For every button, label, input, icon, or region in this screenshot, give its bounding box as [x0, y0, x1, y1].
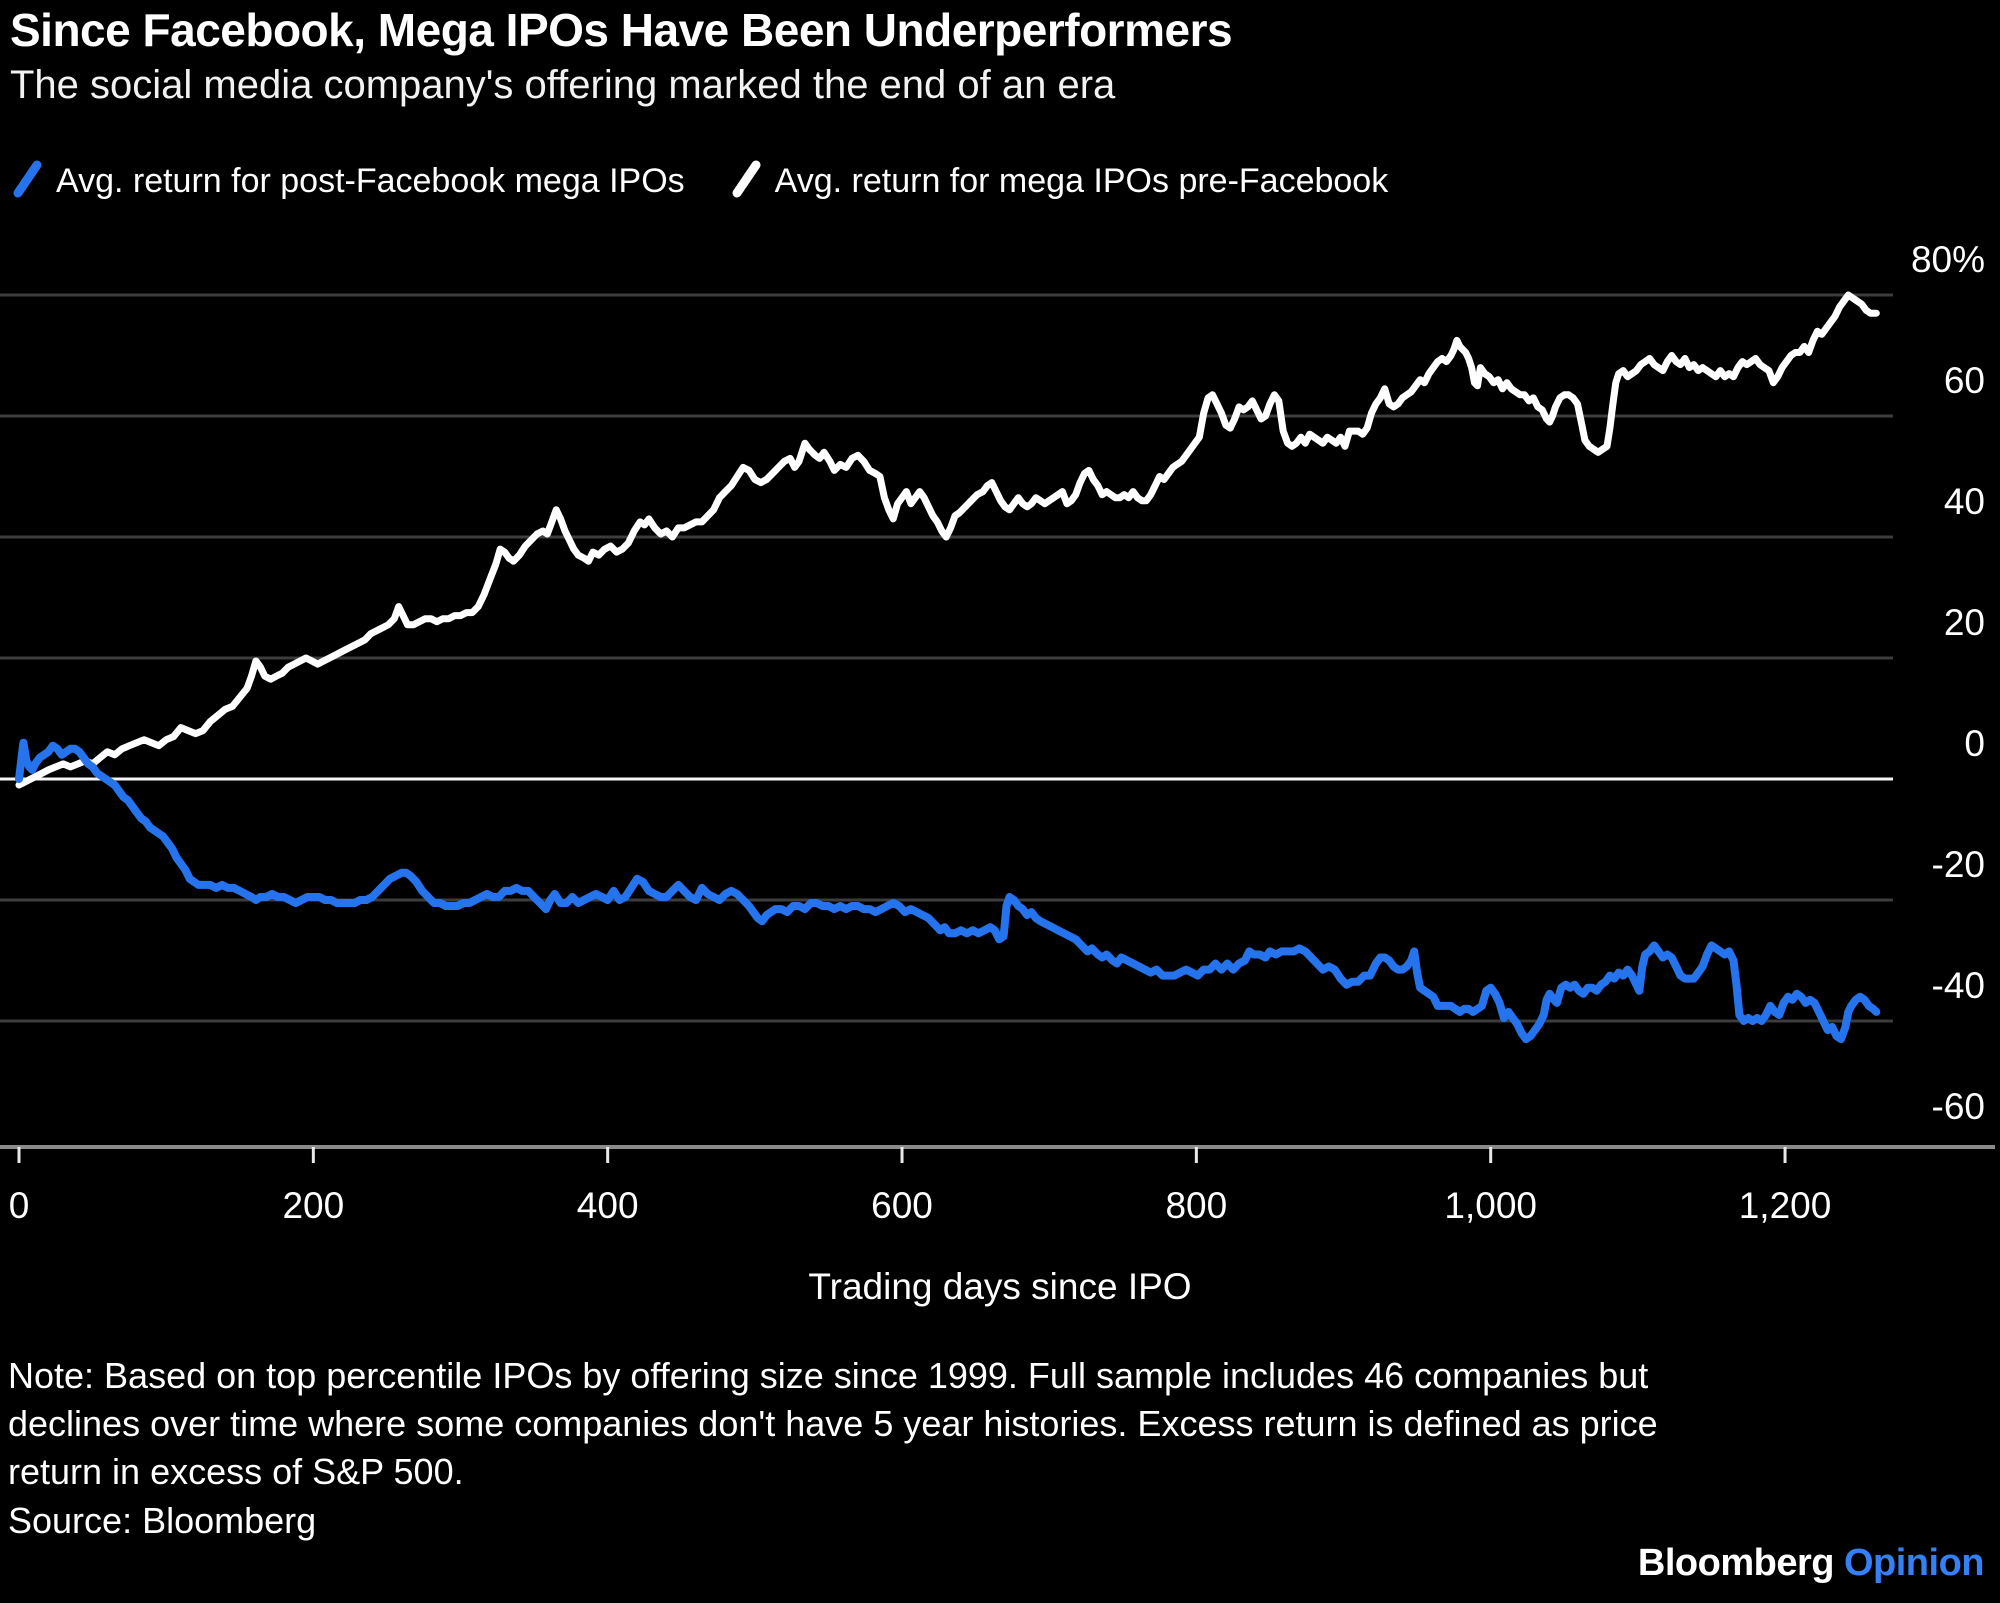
y-axis-tick-label: -40: [1931, 965, 1985, 1006]
legend-item-label: Avg. return for post-Facebook mega IPOs: [56, 162, 685, 200]
chart-area: 80% 60 40 20 0 -20 -40 -60 0 200 400 600 800 1,000 1,…: [0, 210, 2000, 1330]
x-axis-tick-label: 800: [1165, 1185, 1228, 1226]
series-line-post: [15, 738, 1881, 1044]
x-axis-tick-label: 1,000: [1444, 1185, 1537, 1226]
note-line: Note: Based on top percentile IPOs by of…: [8, 1355, 1649, 1396]
chart-plot-svg: [0, 291, 1995, 1163]
y-axis-tick-label: 40: [1943, 481, 1985, 522]
y-axis-tick-label: 60: [1943, 360, 1985, 401]
x-axis-title: Trading days since IPO: [808, 1266, 1192, 1307]
brand-logo: Bloomberg Opinion: [1637, 1542, 1985, 1585]
legend: Avg. return for post-Facebook mega IPOs …: [12, 160, 1388, 203]
source-line: Source: Bloomberg: [8, 1500, 317, 1541]
x-axis-tick-label: 0: [8, 1185, 30, 1226]
brand-logo-opinion: Opinion: [1843, 1542, 1985, 1584]
note-line: declines over time where some companies …: [8, 1403, 1658, 1444]
chart-header: Since Facebook, Mega IPOs Have Been Unde…: [10, 0, 1233, 108]
page-subtitle: The social media company's offering mark…: [10, 63, 1116, 107]
slash-icon: [12, 160, 42, 203]
slash-icon: [731, 160, 761, 203]
brand-logo-bloomberg: Bloomberg: [1637, 1542, 1835, 1584]
y-axis-tick-label: -20: [1931, 844, 1985, 885]
x-axis-tick-label: 200: [282, 1185, 345, 1226]
chart-footnote: Note: Based on top percentile IPOs by of…: [8, 1352, 1658, 1545]
y-axis-tick-label: -60: [1931, 1086, 1985, 1127]
y-axis-tick-label: 80%: [1910, 239, 1985, 280]
legend-item-label: Avg. return for mega IPOs pre-Facebook: [774, 162, 1389, 200]
series-line-pre: [15, 291, 1880, 789]
legend-item-pre-facebook: Avg. return for mega IPOs pre-Facebook: [731, 160, 1389, 203]
y-axis-tick-label: 0: [1964, 723, 1985, 764]
x-axis-tick-label: 1,200: [1738, 1185, 1832, 1226]
x-axis-tick-label: 600: [871, 1185, 933, 1226]
page-title: Since Facebook, Mega IPOs Have Been Unde…: [10, 4, 1233, 56]
legend-item-post-facebook: Avg. return for post-Facebook mega IPOs: [12, 160, 685, 203]
note-line: return in excess of S&P 500.: [8, 1451, 464, 1492]
x-axis-tick-label: 400: [576, 1185, 639, 1226]
y-axis-tick-label: 20: [1943, 602, 1985, 643]
